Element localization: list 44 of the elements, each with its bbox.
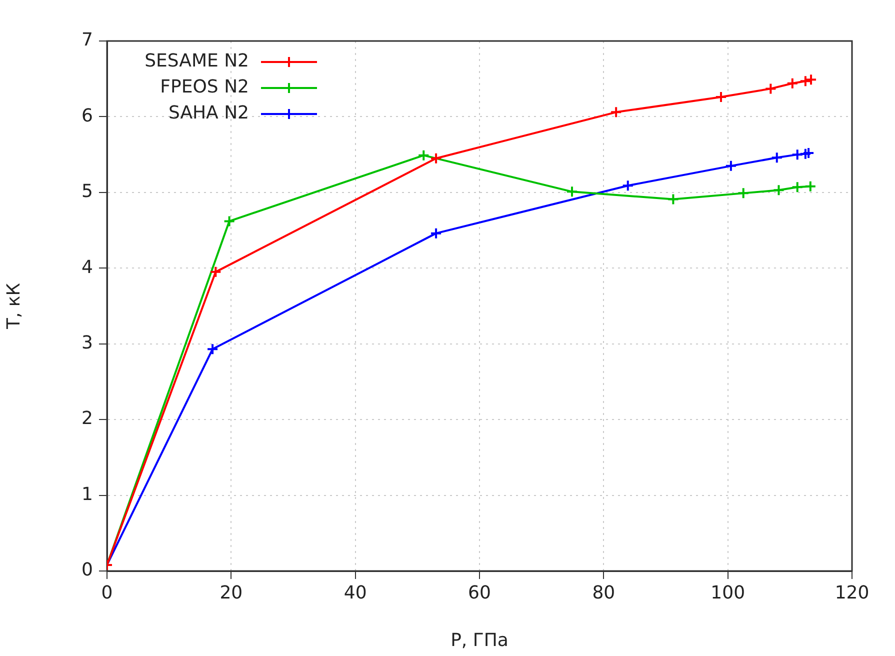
y-tick-label: 2 (82, 408, 93, 430)
point (610, 106, 622, 118)
point (667, 193, 680, 206)
x-axis-title: P, ГПа (450, 630, 508, 651)
y-tick-label: 7 (82, 30, 93, 51)
y-tick-label: 6 (82, 105, 93, 126)
point (770, 152, 783, 164)
point (223, 215, 236, 228)
point (804, 180, 816, 192)
x-tick-label: 120 (834, 582, 870, 604)
x-tick-label: 100 (710, 582, 746, 604)
legend-label: SESAME N2 (144, 50, 249, 72)
x-tick-label: 20 (220, 582, 243, 604)
point (210, 266, 222, 278)
y-tick-label: 4 (82, 256, 93, 278)
point (418, 149, 430, 162)
point (206, 343, 219, 356)
point (791, 181, 804, 194)
point (715, 91, 728, 104)
point (802, 147, 815, 160)
point (791, 148, 804, 161)
point (622, 180, 634, 192)
x-tick-label: 40 (344, 582, 367, 604)
y-tick-label: 0 (82, 560, 93, 581)
point (737, 187, 750, 200)
point (566, 186, 578, 198)
y-axis-title: T, кК (3, 282, 24, 330)
point (799, 75, 812, 88)
point (430, 152, 442, 164)
y-tick-label: 5 (82, 181, 93, 202)
point (772, 184, 785, 196)
legend-label: FPEOS N2 (160, 76, 249, 98)
point (799, 148, 812, 160)
point (764, 82, 777, 95)
point (430, 227, 442, 240)
x-tick-label: 80 (592, 582, 616, 604)
x-tick-label: 0 (101, 582, 113, 604)
point (786, 77, 798, 90)
legend-label: SAHA N2 (168, 102, 249, 124)
point (724, 160, 737, 172)
y-tick-label: 3 (82, 332, 93, 354)
point (805, 74, 818, 86)
x-tick-label: 60 (468, 582, 491, 604)
y-tick-label: 1 (82, 484, 93, 505)
